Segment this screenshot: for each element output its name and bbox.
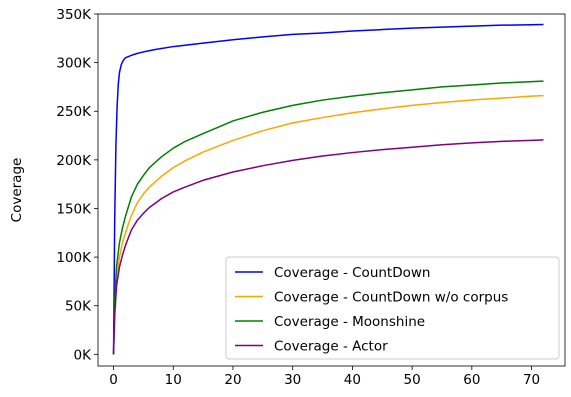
series-line-1 [112,94,544,355]
series-line-2 [112,80,544,355]
series-line-3 [112,139,544,355]
y-tick-label: 150K [56,201,92,217]
series-line-0 [112,23,544,355]
axes-layer: 0 10 20 30 40 50 60 70 0K 50K 100K 150K 200K 250K 300K… [56,7,566,388]
x-tick-label: 0 [109,372,118,388]
y-tick-label: 200K [56,153,92,169]
y-tick-label: 250K [56,104,92,120]
legend-box [225,256,560,360]
x-tick-label: 60 [463,372,480,388]
x-tick-label: 30 [284,372,301,388]
legend: Coverage - CountDown Coverage - CountDown… [225,256,560,360]
y-tick-label: 0K [74,347,93,363]
legend-label-2: Coverage - Moonshine [274,314,425,330]
x-tick-label: 20 [224,372,241,388]
series-layer [112,23,544,355]
x-tick-label: 70 [523,372,540,388]
legend-label-0: Coverage - CountDown [274,265,430,281]
plot-frame [97,13,566,367]
legend-label-1: Coverage - CountDown w/o corpus [274,290,508,306]
x-tick-label: 50 [404,372,421,388]
y-tick-label: 50K [65,299,92,315]
y-tick-label: 100K [56,250,92,266]
x-tick-label: 10 [165,372,182,388]
y-tick-label: 300K [56,56,92,72]
x-tick-label: 40 [344,372,361,388]
y-axis-label: Coverage [9,158,25,223]
legend-label-3: Coverage - Actor [274,339,388,355]
y-tick-label: 350K [56,7,92,23]
